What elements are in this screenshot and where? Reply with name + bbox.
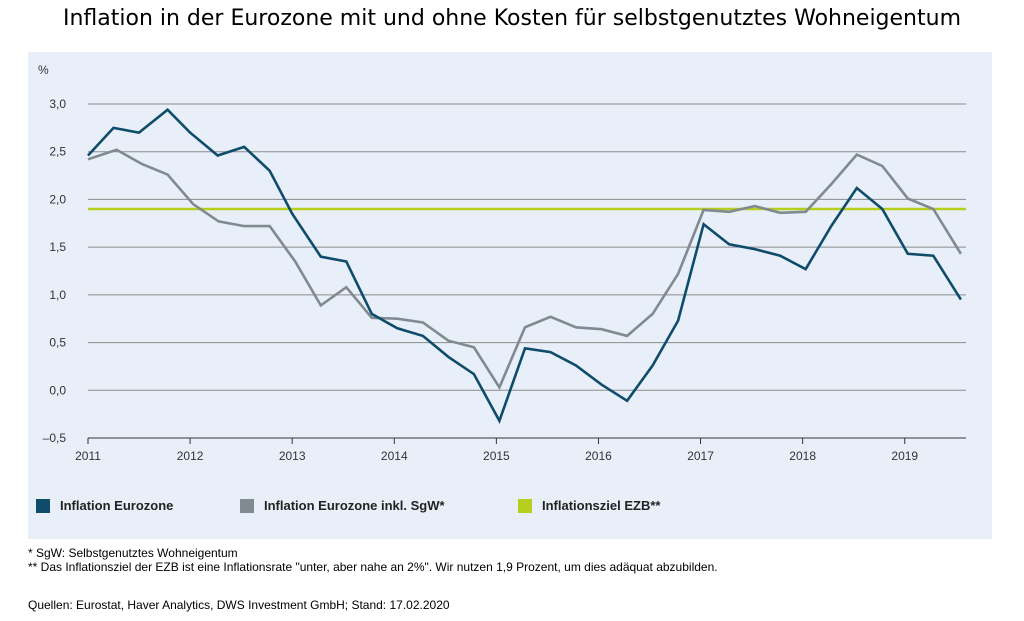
y-tick-label: 0,0 (49, 383, 66, 397)
x-tick-label: 2016 (585, 449, 612, 463)
legend-label: Inflationsziel EZB** (542, 498, 661, 513)
legend-label: Inflation Eurozone inkl. SgW* (264, 498, 445, 513)
line-chart: %–0,50,00,51,01,52,02,53,0 2011 2012 2013 2… (38, 63, 966, 463)
y-tick-label: 2,5 (49, 145, 66, 159)
y-axis-unit: % (38, 63, 49, 77)
y-tick-label: 2,0 (49, 192, 66, 206)
gridlines (88, 103, 966, 391)
legend-item-inflationsziel: Inflationsziel EZB** (518, 498, 660, 513)
x-tick-label: 2011 (75, 449, 101, 463)
x-tick-label: 2014 (381, 449, 408, 463)
y-tick-label: 1,0 (49, 288, 66, 302)
y-tick-label: –0,5 (43, 431, 67, 445)
x-axis: 2011 2012 2013 2014 2015 2016 2017 2018 2019 (75, 437, 966, 463)
series-line-inflation-sgw (87, 148, 963, 391)
x-tick-label: 2017 (687, 449, 714, 463)
y-tick-label: 3,0 (49, 97, 66, 111)
series-line-inflation-eurozone (87, 107, 963, 424)
legend-item-inflation-sgw: Inflation Eurozone inkl. SgW* (240, 498, 445, 513)
x-tick-label: 2013 (279, 449, 306, 463)
legend-swatch (518, 498, 532, 513)
legend-swatch (36, 498, 50, 513)
chart-title: Inflation in der Eurozone mit und ohne K… (62, 6, 962, 31)
footnotes: * SgW: Selbstgenutztes Wohneigentum ** D… (28, 546, 718, 574)
x-tick-label: 2018 (789, 449, 816, 463)
footnote-ezb: ** Das Inflationsziel der EZB ist eine I… (28, 560, 718, 574)
x-tick-label: 2012 (177, 449, 204, 463)
y-axis: % –0,5 0,0 0,5 1,0 1,5 2,0 2,5 3,0 (38, 63, 66, 445)
y-tick-label: 0,5 (49, 336, 66, 350)
legend: Inflation Eurozone Inflation Eurozone in… (36, 498, 976, 520)
chart-panel (28, 52, 992, 539)
source-note: Quellen: Eurostat, Haver Analytics, DWS … (28, 598, 450, 612)
series-lines (87, 107, 966, 424)
legend-item-inflation-eurozone: Inflation Eurozone (36, 498, 173, 513)
legend-label: Inflation Eurozone (60, 498, 174, 513)
y-tick-label: 1,5 (49, 240, 66, 254)
x-tick-label: 2019 (891, 449, 918, 463)
x-tick-label: 2015 (483, 449, 510, 463)
legend-swatch (240, 498, 254, 513)
footnote-sgw: * SgW: Selbstgenutztes Wohneigentum (28, 546, 238, 560)
